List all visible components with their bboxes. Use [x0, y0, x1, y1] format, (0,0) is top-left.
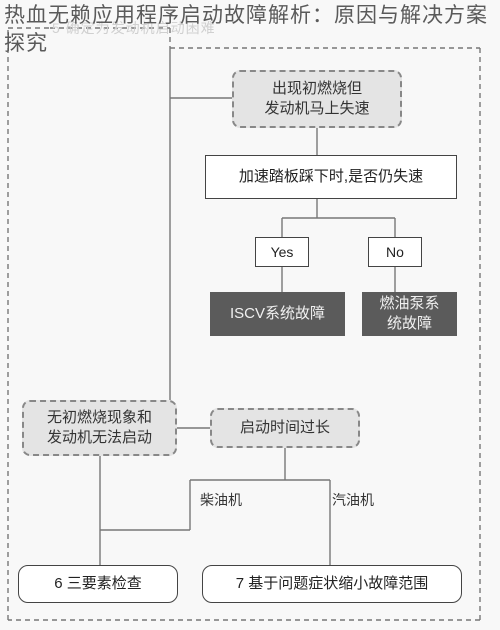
node-no: No [368, 237, 422, 267]
node-iscv-fault: ISCV系统故障 [210, 292, 345, 336]
node-bottom-left: 6 三要素检查 [18, 565, 178, 603]
node-yes: Yes [255, 237, 309, 267]
node-bottom-right: 7 基于问题症状缩小故障范围 [202, 565, 462, 603]
edge-label-gasoline: 汽油机 [332, 490, 374, 510]
node-initial-combustion: 出现初燃烧但发动机马上失速 [232, 70, 402, 128]
node-accel-test: 加速踏板踩下时,是否仍失速 [205, 155, 457, 199]
edge-label-diesel: 柴油机 [200, 490, 242, 510]
page-title: 热血无赖应用程序启动故障解析：原因与解决方案探究 [0, 2, 500, 59]
node-no-combustion: 无初燃烧现象和发动机无法启动 [22, 400, 177, 456]
node-start-long: 启动时间过长 [210, 408, 360, 448]
node-fuel-pump-fault: 燃油泵系统故障 [362, 292, 457, 336]
flowchart-container: 5 确定为发动机启动困难 热血无赖应用程序启动故障解析：原因与解决方案探究 出现… [0, 0, 500, 630]
